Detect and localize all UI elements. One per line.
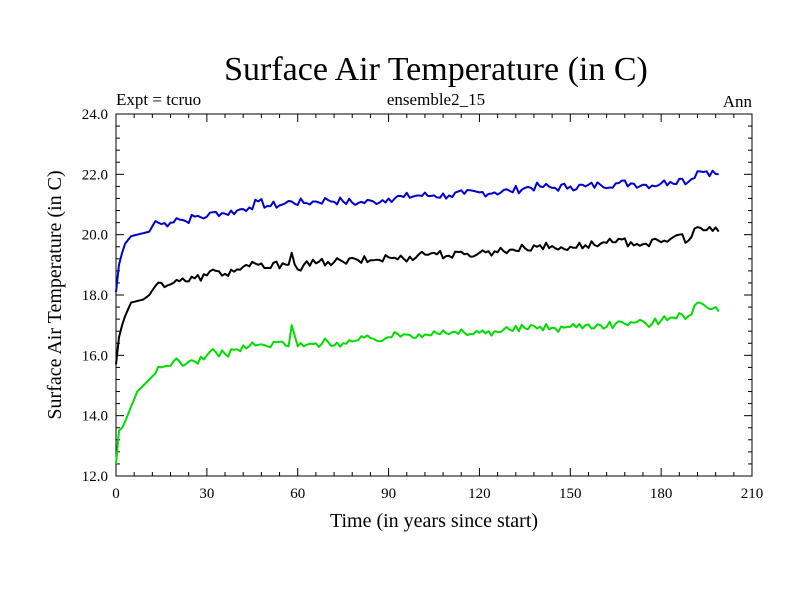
- axis-ticks: 0 30 60 90 120 150 180 210 12.0 14.0 16.0 18.0 20.0 2…: [82, 107, 764, 502]
- series-line-upper: [115, 169, 719, 293]
- y-tick-label: 20.0: [82, 228, 108, 244]
- x-tick-label: 150: [559, 486, 582, 502]
- experiment-label: Expt = tcruo: [116, 90, 201, 109]
- ensemble-label: ensemble2_15: [387, 90, 485, 109]
- y-tick-label: 24.0: [82, 107, 108, 123]
- x-tick-label: 210: [741, 486, 764, 502]
- x-tick-label: 120: [468, 486, 491, 502]
- x-axis-label: Time (in years since start): [330, 510, 538, 532]
- y-axis-label: Surface Air Temperature (in C): [44, 170, 66, 419]
- x-tick-label: 180: [650, 486, 673, 502]
- period-label: Ann: [723, 92, 753, 111]
- plot-frame: [115, 113, 753, 477]
- y-tick-label: 14.0: [82, 409, 108, 425]
- y-tick-label: 22.0: [82, 167, 108, 183]
- x-tick-label: 30: [199, 486, 214, 502]
- y-tick-label: 16.0: [82, 348, 108, 364]
- x-tick-label: 60: [290, 486, 305, 502]
- x-tick-label: 90: [381, 486, 396, 502]
- chart-title: Surface Air Temperature (in C): [224, 51, 648, 88]
- series-layer: [115, 169, 720, 464]
- y-tick-label: 12.0: [82, 469, 108, 485]
- series-line-lower: [115, 301, 720, 464]
- x-tick-label: 0: [112, 486, 120, 502]
- y-tick-label: 18.0: [82, 288, 108, 304]
- series-line-middle: [115, 225, 720, 365]
